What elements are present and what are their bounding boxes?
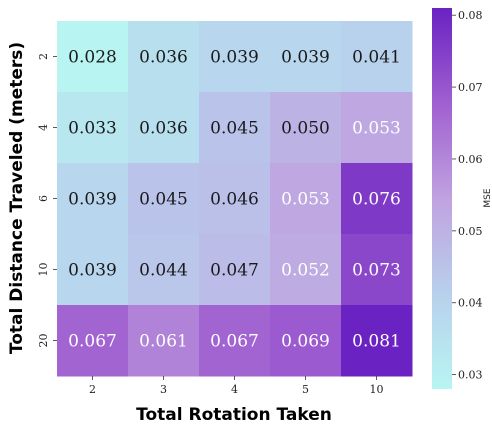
cell-value-label: 0.039 [68,190,117,210]
x-axis-ticks: 2 3 4 5 10 [89,376,384,396]
y-tick-label: 6 [37,195,50,202]
heatmap-cell [341,234,413,306]
x-tick-label: 4 [231,383,238,396]
heatmap-cell [128,234,200,306]
heatmap-cell [270,234,342,306]
heatmap-cell [199,305,271,377]
heatmap-cell [199,163,271,235]
y-tick-label: 10 [37,263,50,277]
heatmap-cell [199,234,271,306]
heatmap-cell [57,163,129,235]
cell-value-label: 0.052 [281,261,330,281]
colorbar-label: MSE [483,188,492,207]
heatmap-cell [57,234,129,306]
cell-value-label: 0.039 [68,261,117,281]
cell-value-label: 0.069 [281,332,330,352]
y-axis-label: Total Distance Traveled (meters) [7,42,27,354]
colorbar-tick-label: 0.05 [458,225,483,238]
cell-value-label: 0.041 [352,48,401,68]
colorbar-tick-label: 0.08 [458,9,483,22]
colorbar [432,8,452,389]
x-tick-label: 5 [302,383,309,396]
heatmap-cell [341,163,413,235]
colorbar-ticks: 0.03 0.04 0.05 0.06 0.07 0.08 [452,9,483,382]
colorbar-tick-label: 0.04 [458,297,483,310]
y-tick-label: 20 [37,334,50,348]
y-tick-label: 4 [37,124,50,131]
x-tick-label: 2 [89,383,96,396]
cell-value-label: 0.076 [352,190,401,210]
cell-value-label: 0.053 [281,190,330,210]
colorbar-tick-label: 0.03 [458,369,483,382]
heatmap-cell [270,163,342,235]
cell-value-label: 0.044 [139,261,188,281]
cell-value-label: 0.067 [68,332,117,352]
heatmap-cell [270,305,342,377]
cell-value-label: 0.081 [352,332,401,352]
cell-value-label: 0.047 [210,261,259,281]
heatmap-cell [270,92,342,164]
cell-value-label: 0.053 [352,119,401,139]
x-axis-label: Total Rotation Taken [136,405,332,425]
heatmap-cell [341,21,413,93]
heatmap-cell [128,21,200,93]
cell-value-label: 0.039 [281,48,330,68]
cell-value-label: 0.028 [68,48,117,68]
x-tick-label: 10 [370,383,384,396]
y-axis-ticks: 2 4 6 10 20 [37,53,57,348]
cell-value-label: 0.067 [210,332,259,352]
cell-value-label: 0.050 [281,119,330,139]
heatmap-cell [57,21,129,93]
heatmap-cell [128,305,200,377]
x-tick-label: 3 [160,383,167,396]
cell-value-label: 0.046 [210,190,259,210]
heatmap-cell [199,21,271,93]
cell-value-label: 0.061 [139,332,188,352]
cell-value-label: 0.033 [68,119,117,139]
colorbar-tick-label: 0.07 [458,81,483,94]
heatmap-cells: 0.028 0.036 0.039 0.039 0.041 0.033 0.036 0.045… [57,21,413,377]
cell-value-label: 0.036 [139,48,188,68]
cell-value-label: 0.045 [210,119,259,139]
cell-value-label: 0.073 [352,261,401,281]
heatmap-cell [128,92,200,164]
heatmap-cell [341,305,413,377]
heatmap-cell [270,21,342,93]
heatmap-cell [128,163,200,235]
cell-value-label: 0.039 [210,48,259,68]
cell-value-label: 0.045 [139,190,188,210]
heatmap-cell [57,305,129,377]
y-tick-label: 2 [37,53,50,60]
heatmap-cell [341,92,413,164]
heatmap-cell [199,92,271,164]
colorbar-tick-label: 0.06 [458,153,483,166]
cell-value-label: 0.036 [139,119,188,139]
heatmap-cell [57,92,129,164]
